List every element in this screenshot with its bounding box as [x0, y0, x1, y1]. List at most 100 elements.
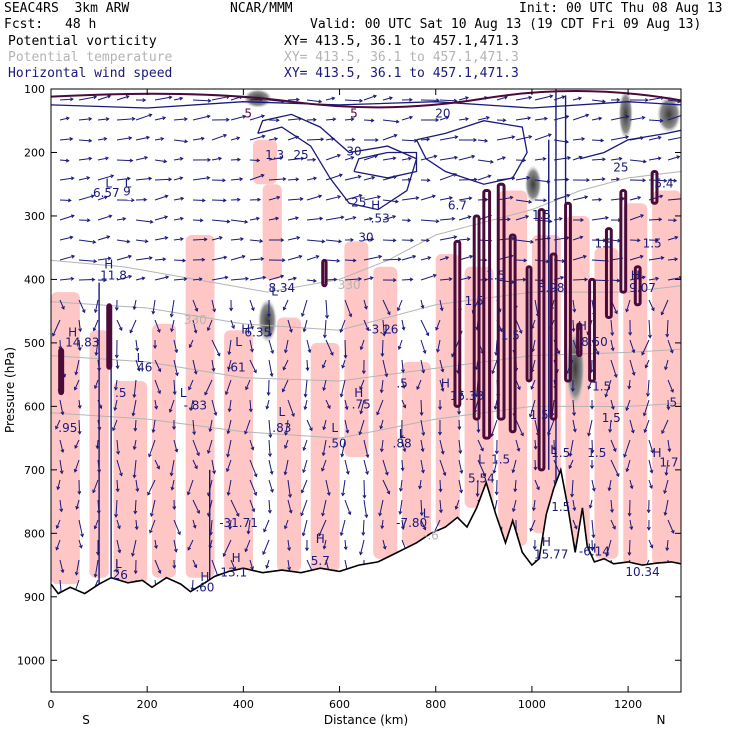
- wind-vector-head: [224, 275, 229, 280]
- wind-vector: [287, 118, 302, 121]
- wind-vector-head: [435, 326, 439, 331]
- wind-vector-head: [307, 349, 312, 354]
- wind-vector-head: [536, 486, 540, 491]
- wind-vector: [171, 479, 175, 490]
- wind-vector: [187, 539, 194, 551]
- wind-vector: [268, 157, 283, 161]
- wind-vector-head: [56, 486, 61, 491]
- wind-vector: [645, 359, 650, 368]
- wind-vector-head: [347, 511, 352, 516]
- wind-vector: [648, 218, 662, 221]
- wind-vector: [591, 479, 595, 491]
- wind-vector: [230, 238, 244, 241]
- wind-vector-head: [92, 239, 97, 244]
- wind-vector-head: [409, 115, 414, 120]
- wind-vector: [211, 359, 215, 372]
- wind-vector: [609, 419, 612, 433]
- wind-vector: [323, 379, 327, 391]
- wind-vector-head: [440, 368, 445, 373]
- wind-vector-head: [359, 386, 363, 391]
- contour-annotation: 10.34: [625, 565, 659, 579]
- wind-vector: [97, 118, 109, 121]
- wind-vector-head: [295, 177, 300, 182]
- wind-vector-head: [352, 258, 357, 263]
- wind-vector-head: [392, 156, 397, 161]
- wind-vector-head: [544, 116, 548, 121]
- wind-vector-head: [572, 507, 577, 512]
- wind-vector-head: [359, 551, 363, 556]
- wind-vector: [325, 195, 341, 201]
- wind-vector: [135, 177, 152, 181]
- wind-vector: [667, 258, 678, 261]
- wind-vector-head: [262, 275, 267, 280]
- wind-vector: [131, 539, 137, 556]
- wind-vector-head: [520, 432, 524, 437]
- wind-vector: [591, 439, 594, 453]
- wind-vector: [287, 539, 290, 551]
- wind-vector: [263, 519, 270, 532]
- wind-vector: [78, 539, 82, 549]
- wind-vector: [152, 299, 156, 314]
- wind-vector: [493, 459, 498, 474]
- model-title: SEAC4RS 3km ARW: [4, 1, 130, 16]
- contour-annotation: -5.4: [650, 176, 673, 190]
- wind-vector-head: [379, 389, 384, 394]
- wind-vector-head: [204, 391, 208, 396]
- wind-vector-head: [184, 117, 188, 122]
- wind-vector-head: [513, 488, 518, 493]
- wind-vector-head: [179, 237, 184, 241]
- wind-vector-head: [193, 564, 198, 569]
- pv-contour-column: [537, 208, 546, 472]
- wind-vector-head: [61, 305, 65, 310]
- wind-vector-head: [570, 388, 575, 392]
- wind-vector: [249, 399, 252, 412]
- wind-speed-contour: [257, 113, 418, 211]
- wind-vector: [363, 499, 368, 518]
- wind-vector-head: [357, 174, 362, 179]
- wind-vector: [300, 499, 308, 516]
- wind-vector-head: [300, 489, 305, 494]
- wind-vector-head: [170, 328, 174, 333]
- wind-vector: [401, 278, 413, 281]
- wind-vector: [135, 239, 148, 242]
- wind-vector-head: [172, 565, 177, 569]
- wind-vector: [59, 138, 73, 141]
- wind-vector: [382, 479, 390, 494]
- pv-shaded-region: [594, 247, 619, 559]
- wind-vector: [230, 278, 249, 281]
- wind-vector-head: [193, 370, 198, 375]
- wind-vector: [644, 419, 650, 433]
- wind-vector: [249, 299, 255, 311]
- pv-shaded-region: [310, 342, 340, 572]
- wind-vector-head: [393, 133, 398, 138]
- wind-vector-head: [395, 693, 398, 696]
- wind-vector-head: [527, 116, 532, 121]
- wind-vector: [247, 519, 251, 534]
- wind-vector: [401, 255, 416, 261]
- contour-annotation: 6.35: [244, 326, 271, 340]
- wind-vector-head: [168, 177, 173, 182]
- wind-vector: [132, 399, 137, 416]
- wind-vector-head: [291, 413, 295, 418]
- wind-vector-head: [670, 388, 674, 393]
- wind-vector-head: [275, 216, 280, 221]
- wind-vector: [74, 439, 80, 449]
- wind-vector-head: [325, 314, 329, 319]
- wind-vector-head: [642, 178, 647, 183]
- init-time: Init: 00 UTC Thu 08 Aug 13: [519, 1, 723, 16]
- wind-vector-head: [560, 275, 565, 280]
- wind-vector-head: [379, 425, 384, 430]
- wind-vector-head: [201, 198, 206, 203]
- wind-vector-head: [487, 174, 492, 179]
- wind-vector-head: [350, 117, 355, 122]
- wind-vector-head: [164, 236, 169, 240]
- wind-vector-head: [77, 430, 82, 435]
- wind-vector-head: [113, 407, 118, 412]
- wind-vector-head: [130, 198, 135, 203]
- wind-vector: [401, 519, 404, 530]
- wind-vector: [401, 359, 404, 373]
- wind-vector-head: [77, 491, 82, 495]
- wind-vector-head: [179, 96, 184, 101]
- wind-vector: [192, 419, 195, 435]
- wind-vector: [97, 236, 110, 241]
